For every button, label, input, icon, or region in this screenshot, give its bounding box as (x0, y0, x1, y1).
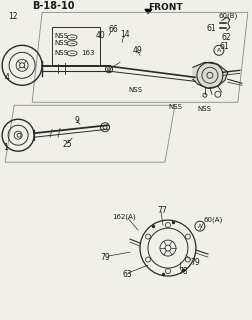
Bar (52, 27, 100, 65)
Text: A: A (216, 48, 220, 53)
Text: 12: 12 (8, 12, 18, 21)
Text: NSS: NSS (196, 106, 210, 112)
Text: 49: 49 (133, 46, 142, 55)
Text: 61: 61 (219, 42, 229, 51)
Text: 14: 14 (119, 30, 129, 39)
Text: 40: 40 (96, 31, 105, 40)
Polygon shape (192, 62, 227, 88)
Text: 60(B): 60(B) (218, 12, 237, 19)
Text: NSS: NSS (54, 50, 68, 56)
Text: 25: 25 (62, 140, 71, 149)
Text: NSS: NSS (54, 33, 68, 39)
Text: 1: 1 (3, 143, 8, 152)
Text: NSS: NSS (128, 87, 141, 93)
Text: 162(A): 162(A) (112, 214, 135, 220)
Text: 66: 66 (108, 25, 117, 34)
Text: FRONT: FRONT (147, 3, 182, 12)
Text: 4: 4 (4, 73, 9, 82)
Text: A: A (197, 224, 201, 228)
Text: 79: 79 (189, 258, 199, 267)
Text: 77: 77 (156, 206, 166, 215)
Text: 9: 9 (74, 116, 79, 125)
Text: 62: 62 (221, 33, 231, 42)
Text: 60(A): 60(A) (203, 217, 222, 223)
Text: NSS: NSS (54, 40, 68, 46)
Text: 163: 163 (81, 50, 94, 56)
Text: B-18-10: B-18-10 (32, 1, 74, 12)
Text: 78: 78 (177, 267, 187, 276)
Text: 61: 61 (206, 24, 216, 33)
Text: 79: 79 (100, 252, 109, 261)
Text: 63: 63 (121, 269, 131, 278)
Text: NSS: NSS (167, 104, 181, 110)
Polygon shape (144, 9, 151, 13)
